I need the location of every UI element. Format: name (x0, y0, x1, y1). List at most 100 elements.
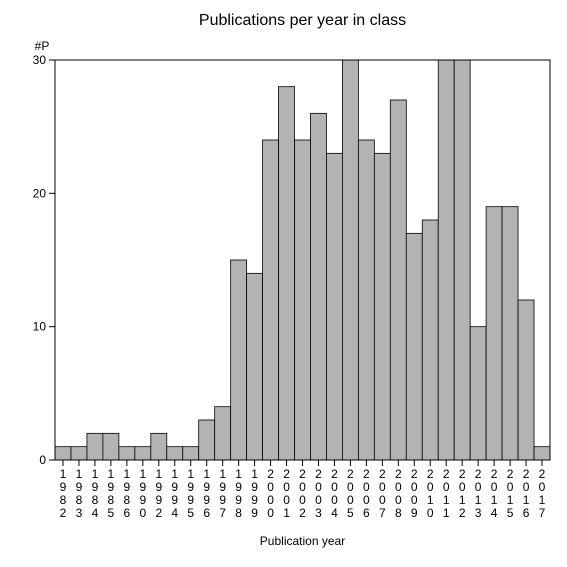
x-tick-label: 5 (187, 506, 194, 520)
x-tick-label: 0 (379, 480, 386, 494)
x-tick-label: 0 (315, 480, 322, 494)
x-tick-label: 9 (155, 480, 162, 494)
x-tick-label: 2 (267, 467, 274, 481)
x-tick-label: 2 (299, 467, 306, 481)
x-tick-label: 0 (427, 480, 434, 494)
x-tick-label: 8 (235, 506, 242, 520)
x-tick-label: 9 (139, 480, 146, 494)
x-tick-label: 4 (92, 506, 99, 520)
x-tick-label: 2 (347, 467, 354, 481)
x-tick-label: 9 (235, 493, 242, 507)
x-tick-label: 2 (459, 467, 466, 481)
x-tick-label: 1 (108, 467, 115, 481)
bar (326, 153, 342, 460)
bar (103, 433, 119, 460)
bar (295, 140, 311, 460)
bar (390, 100, 406, 460)
bar (119, 447, 135, 460)
x-tick-label: 0 (427, 506, 434, 520)
x-tick-label: 9 (235, 480, 242, 494)
bar (342, 60, 358, 460)
chart-title: Publications per year in class (199, 12, 406, 29)
x-tick-label: 9 (251, 493, 258, 507)
x-tick-label: 1 (171, 467, 178, 481)
x-tick-label: 5 (347, 506, 354, 520)
x-tick-label: 7 (379, 506, 386, 520)
x-tick-label: 8 (108, 493, 115, 507)
x-tick-label: 2 (443, 467, 450, 481)
bar (247, 273, 263, 460)
bar (279, 87, 295, 460)
x-tick-label: 1 (539, 493, 546, 507)
bar (231, 260, 247, 460)
x-tick-label: 2 (299, 506, 306, 520)
x-tick-label: 2 (60, 506, 67, 520)
x-tick-label: 4 (171, 506, 178, 520)
bar (183, 447, 199, 460)
bar (374, 153, 390, 460)
bar-chart: Publications per year in class#P01020301… (0, 0, 567, 567)
bar (167, 447, 183, 460)
x-tick-label: 2 (411, 467, 418, 481)
bar (406, 233, 422, 460)
x-tick-label: 9 (171, 493, 178, 507)
bar (310, 113, 326, 460)
bar (151, 433, 167, 460)
x-tick-label: 1 (523, 493, 530, 507)
x-tick-label: 2 (155, 506, 162, 520)
y-tick-label: 0 (39, 453, 46, 467)
x-tick-label: 5 (507, 506, 514, 520)
x-tick-label: 0 (267, 506, 274, 520)
x-tick-label: 6 (203, 506, 210, 520)
x-tick-label: 9 (108, 480, 115, 494)
bar (263, 140, 279, 460)
bar (438, 60, 454, 460)
bar (454, 60, 470, 460)
x-tick-label: 1 (427, 493, 434, 507)
x-tick-label: 4 (491, 506, 498, 520)
x-tick-label: 1 (443, 493, 450, 507)
x-tick-label: 2 (315, 467, 322, 481)
x-tick-label: 0 (363, 480, 370, 494)
bar (55, 447, 71, 460)
x-tick-label: 0 (299, 480, 306, 494)
bar (534, 447, 550, 460)
x-tick-label: 7 (219, 506, 226, 520)
x-tick-label: 2 (539, 467, 546, 481)
x-axis-label: Publication year (260, 534, 345, 548)
x-tick-label: 4 (331, 506, 338, 520)
x-tick-label: 0 (475, 480, 482, 494)
x-tick-label: 0 (283, 493, 290, 507)
x-tick-label: 2 (491, 467, 498, 481)
x-tick-label: 9 (171, 480, 178, 494)
x-tick-label: 1 (139, 467, 146, 481)
x-tick-label: 0 (395, 480, 402, 494)
x-tick-label: 6 (363, 506, 370, 520)
x-tick-label: 1 (203, 467, 210, 481)
x-tick-label: 2 (427, 467, 434, 481)
x-tick-label: 0 (283, 480, 290, 494)
x-tick-label: 2 (379, 467, 386, 481)
x-tick-label: 1 (187, 467, 194, 481)
x-tick-label: 7 (539, 506, 546, 520)
bar (358, 140, 374, 460)
x-tick-label: 3 (76, 506, 83, 520)
x-tick-label: 0 (379, 493, 386, 507)
x-tick-label: 9 (187, 480, 194, 494)
x-tick-label: 1 (235, 467, 242, 481)
x-tick-label: 3 (475, 506, 482, 520)
bar (87, 433, 103, 460)
bar (422, 220, 438, 460)
y-axis-label: #P (35, 39, 50, 53)
x-tick-label: 9 (155, 493, 162, 507)
x-tick-label: 1 (443, 506, 450, 520)
x-tick-label: 9 (251, 480, 258, 494)
x-tick-label: 2 (459, 506, 466, 520)
x-tick-label: 1 (76, 467, 83, 481)
x-tick-label: 6 (124, 506, 131, 520)
x-tick-label: 2 (395, 467, 402, 481)
x-tick-label: 5 (108, 506, 115, 520)
x-tick-label: 9 (60, 480, 67, 494)
x-tick-label: 0 (507, 480, 514, 494)
x-tick-label: 1 (124, 467, 131, 481)
